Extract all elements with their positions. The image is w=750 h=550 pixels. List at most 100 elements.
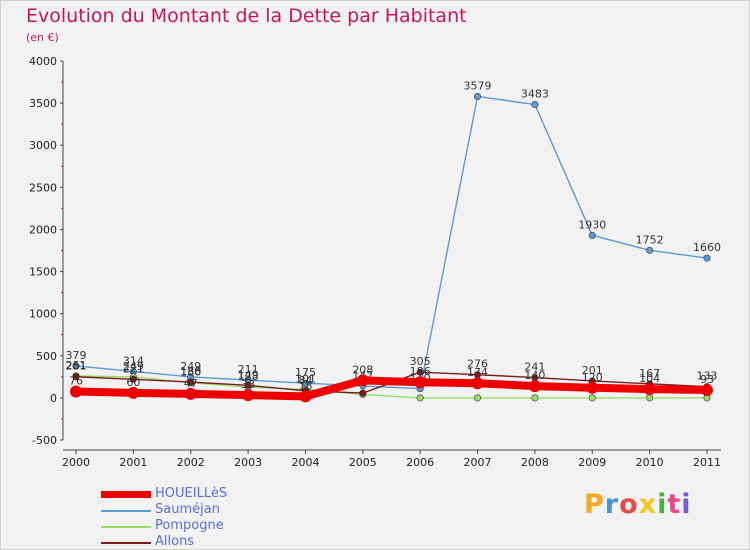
y-tick-label: 1000 <box>29 308 57 321</box>
data-point-houeills <box>127 386 140 399</box>
x-tick-label: 2004 <box>291 456 319 469</box>
data-label-houeills: 208 <box>352 363 373 376</box>
data-label-allons: 149 <box>238 368 259 381</box>
data-label-houeills: 33 <box>241 378 255 391</box>
data-point-allons <box>187 378 195 386</box>
data-point-houeills <box>471 377 484 390</box>
data-label-allons: 188 <box>180 365 201 378</box>
logo-letter: i <box>657 489 668 520</box>
data-point-pompogne <box>531 394 539 402</box>
data-label-houeills: 104 <box>639 372 660 385</box>
series-line-saumjan <box>75 95 708 390</box>
data-point-houeills <box>70 385 82 398</box>
data-point-houeills <box>299 390 312 403</box>
data-label-saumjan: 175 <box>295 366 316 379</box>
series-line-houeills <box>75 376 708 401</box>
data-label-saumjan: 1660 <box>693 241 721 254</box>
data-label-houeills: 174 <box>467 366 488 379</box>
data-point-houeills <box>643 383 656 396</box>
y-tick-label: 500 <box>36 350 57 363</box>
x-tick-label: 2006 <box>406 456 434 469</box>
data-label-saumjan: 314 <box>123 354 144 367</box>
x-tick-label: 2001 <box>119 456 147 469</box>
data-point-saumjan <box>703 254 711 262</box>
data-label-saumjan: 1752 <box>636 233 664 246</box>
proxiti-logo: Proxiti <box>584 489 692 520</box>
data-label-pompogne: 261 <box>66 359 87 372</box>
data-point-pompogne <box>474 394 482 402</box>
legend-item: Pompogne <box>101 518 301 534</box>
data-label-pompogne: 249 <box>123 360 144 373</box>
y-tick-label: 1500 <box>29 266 57 279</box>
data-point-houeills <box>528 380 541 393</box>
legend-swatch <box>101 510 151 512</box>
logo-letter: t <box>667 489 682 520</box>
data-label-houeills: 120 <box>582 371 603 384</box>
data-label-saumjan: 1930 <box>578 218 606 231</box>
logo-letter: x <box>638 489 658 520</box>
data-label-houeills: 60 <box>126 376 140 389</box>
data-label-pompogne: 128 <box>238 370 259 383</box>
y-tick-label: 2000 <box>29 223 57 236</box>
data-point-houeills <box>242 389 255 402</box>
data-point-saumjan <box>588 231 596 239</box>
legend-swatch <box>101 526 151 528</box>
legend-label: HOUEILLèS <box>155 486 228 501</box>
x-tick-label: 2002 <box>177 456 205 469</box>
data-point-houeills <box>586 381 599 394</box>
data-label-saumjan: 3483 <box>521 88 549 101</box>
x-tick-label: 2007 <box>464 456 492 469</box>
data-label-saumjan: 379 <box>66 349 87 362</box>
data-point-saumjan <box>646 246 654 254</box>
data-point-allons <box>359 389 367 397</box>
data-point-houeills <box>414 376 427 389</box>
data-point-pompogne <box>588 394 596 402</box>
x-tick-label: 2008 <box>521 456 549 469</box>
legend-item: Sauméjan <box>101 502 301 518</box>
data-point-saumjan <box>531 101 539 109</box>
x-tick-label: 2003 <box>234 456 262 469</box>
y-tick-label: 2500 <box>29 181 57 194</box>
legend-label: Allons <box>155 534 195 549</box>
data-label-houeills: 18 <box>298 379 312 392</box>
legend-item: HOUEILLèS <box>101 486 301 502</box>
data-label-allons: 276 <box>467 358 488 371</box>
data-label-allons: 167 <box>639 367 660 380</box>
data-label-pompogne: 101 <box>295 372 316 385</box>
chart-legend: HOUEILLèS Sauméjan Pompogne Allons <box>101 486 301 549</box>
data-label-houeills: 76 <box>69 374 83 387</box>
data-label-houeills: 186 <box>410 365 431 378</box>
data-point-pompogne <box>416 394 424 402</box>
legend-swatch <box>101 542 151 544</box>
data-label-allons: 305 <box>410 355 431 368</box>
legend-item: Allons <box>101 534 301 549</box>
data-label-allons: 241 <box>524 361 545 374</box>
y-tick-label: 4000 <box>29 55 57 68</box>
legend-label: Pompogne <box>155 518 224 533</box>
x-tick-label: 2000 <box>62 456 90 469</box>
x-tick-label: 2010 <box>636 456 664 469</box>
y-tick-label: 3000 <box>29 139 57 152</box>
data-label-saumjan: 3579 <box>464 79 492 92</box>
data-point-houeills <box>356 374 369 387</box>
data-point-allons <box>244 381 252 389</box>
data-point-allons <box>129 375 137 383</box>
logo-letter: i <box>681 489 692 520</box>
y-tick-label: 3500 <box>29 97 57 110</box>
data-label-houeills: 47 <box>184 377 198 390</box>
data-label-saumjan: 211 <box>238 363 259 376</box>
data-label-houeills: 93 <box>700 373 714 386</box>
data-point-houeills <box>701 384 713 397</box>
logo-letter: P <box>584 489 605 520</box>
data-label-houeills: 140 <box>524 369 545 382</box>
data-point-allons <box>72 373 80 381</box>
data-point-saumjan <box>474 92 482 100</box>
y-tick-label: -500 <box>32 434 57 447</box>
data-point-saumjan <box>72 362 80 370</box>
data-point-houeills <box>184 387 197 400</box>
y-tick-label: 0 <box>50 392 57 405</box>
legend-swatch <box>101 491 151 498</box>
logo-letter: o <box>619 489 639 520</box>
